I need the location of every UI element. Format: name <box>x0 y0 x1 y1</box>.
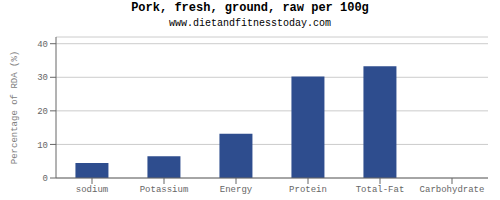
svg-text:Protein: Protein <box>289 185 327 195</box>
svg-text:Energy: Energy <box>220 185 253 195</box>
svg-text:Carbohydrate: Carbohydrate <box>420 185 485 195</box>
svg-text:30: 30 <box>37 73 48 83</box>
svg-text:Percentage of RDA (%): Percentage of RDA (%) <box>10 51 20 164</box>
svg-text:40: 40 <box>37 40 48 50</box>
svg-text:20: 20 <box>37 107 48 117</box>
svg-text:sodium: sodium <box>76 185 108 195</box>
html-text:Pork, fresh, ground, raw per 1: Pork, fresh, ground, raw per 100g <box>131 1 369 15</box>
svg-text:Potassium: Potassium <box>140 185 189 195</box>
html-text:www.dietandfitnesstoday.com: www.dietandfitnesstoday.com <box>169 18 331 29</box>
svg-text:Total-Fat: Total-Fat <box>356 185 405 195</box>
svg-text:0: 0 <box>43 174 48 184</box>
svg-text:10: 10 <box>37 141 48 151</box>
